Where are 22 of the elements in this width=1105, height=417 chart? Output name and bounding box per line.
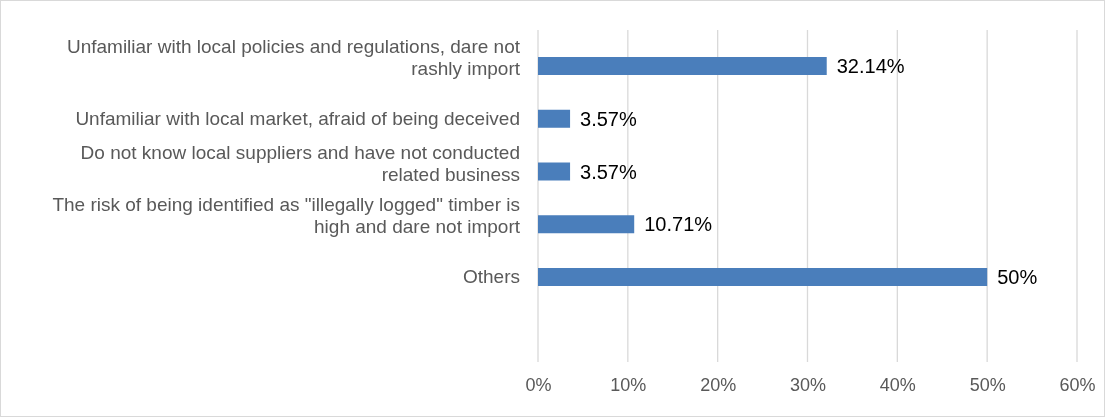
- bar: [538, 109, 571, 128]
- x-tick-label: 30%: [789, 374, 827, 395]
- x-tick-label: 0%: [525, 374, 552, 395]
- bar: [538, 215, 635, 234]
- x-tick-label: 10%: [610, 374, 647, 395]
- y-tick-label: Others: [462, 266, 520, 287]
- y-tick-label: Do not know local suppliers and have not conducted related business: [80, 141, 520, 185]
- data-label: 3.57%: [580, 160, 637, 183]
- x-tick-label: 60%: [1059, 374, 1096, 395]
- bar: [538, 57, 827, 75]
- data-label: 3.57%: [580, 107, 637, 130]
- data-label: 50%: [997, 266, 1038, 288]
- y-tick-label: Unfamiliar with local policies and regulations, dare not rashly import: [66, 36, 521, 79]
- x-tick-label: 40%: [879, 374, 916, 395]
- data-label: 32.14%: [836, 55, 905, 77]
- x-tick-label: 50%: [969, 374, 1006, 395]
- x-tick-label: 20%: [700, 374, 737, 395]
- y-tick-label: Unfamiliar with local market, afraid of being deceived: [75, 107, 520, 129]
- y-tick-label: The risk of being identified as "illegally logged" timber is high and dare not import: [52, 194, 521, 238]
- data-label: 10.71%: [644, 213, 713, 236]
- bar: [538, 268, 988, 286]
- bar: [538, 162, 571, 181]
